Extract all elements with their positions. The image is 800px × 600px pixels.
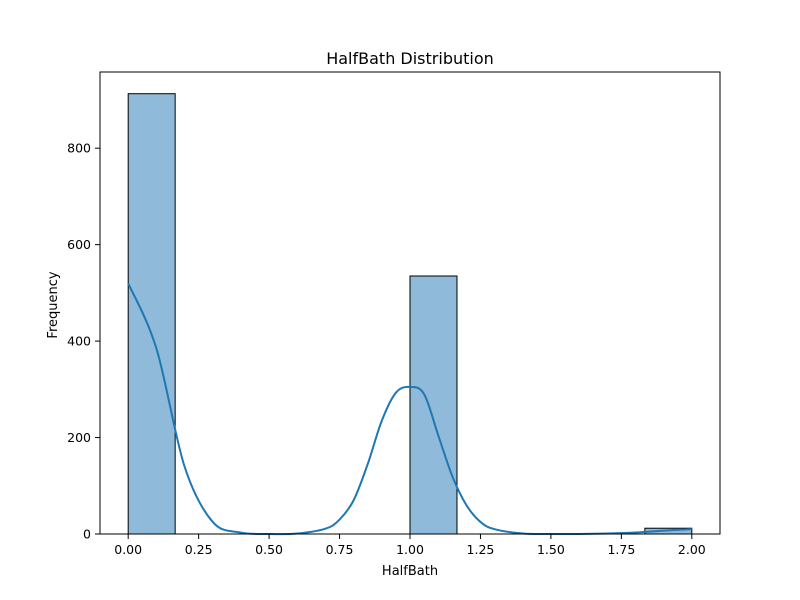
x-tick-label-6: 1.50: [537, 542, 565, 557]
x-tick-label-7: 1.75: [607, 542, 635, 557]
x-tick-label-2: 0.50: [255, 542, 283, 557]
y-axis-label: Frequency: [46, 271, 61, 338]
histogram-bars: [127, 93, 693, 535]
y-tick-label-1: 200: [67, 430, 91, 445]
x-tick-label-1: 0.25: [185, 542, 213, 557]
histogram-bar-6: [409, 275, 458, 535]
y-tick-label-4: 800: [67, 141, 91, 156]
x-axis-ticks: 0.00 0.25 0.50 0.75 1.00 1.25 1.50 1.75 2.00: [114, 534, 706, 557]
x-axis-label: HalfBath: [382, 564, 438, 579]
y-tick-label-3: 600: [67, 237, 91, 252]
chart-title: HalfBath Distribution: [326, 49, 494, 68]
y-tick-label-2: 400: [67, 334, 91, 349]
histogram-bar-0: [127, 93, 176, 535]
y-axis-ticks: 0 200 400 600 800: [67, 141, 100, 542]
x-tick-label-8: 2.00: [678, 542, 706, 557]
x-tick-label-0: 0.00: [114, 542, 142, 557]
x-tick-label-4: 1.00: [396, 542, 424, 557]
y-tick-label-0: 0: [83, 527, 91, 542]
x-tick-label-3: 0.75: [326, 542, 354, 557]
x-tick-label-5: 1.25: [467, 542, 495, 557]
